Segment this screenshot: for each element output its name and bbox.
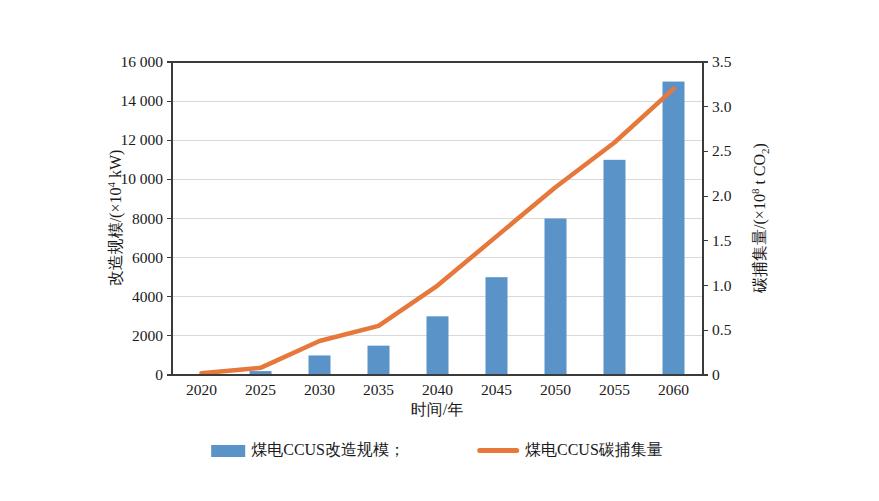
right-tick-label: 2.5 <box>712 142 732 159</box>
right-tick-label: 0 <box>712 366 720 383</box>
left-tick-label: 14 000 <box>120 92 163 109</box>
right-axis-title-unit: t CO <box>751 154 768 189</box>
left-axis-title-text: 改造规模/(×10 <box>107 188 124 287</box>
right-tick-label: 2.0 <box>712 187 732 204</box>
bar-2040 <box>427 316 449 375</box>
bar-2045 <box>486 277 508 375</box>
right-axis-title-close: ) <box>751 143 768 148</box>
x-tick-label: 2045 <box>481 381 512 398</box>
bar-2030 <box>309 355 331 375</box>
x-axis-title: 时间/年 <box>411 400 463 421</box>
x-tick-label: 2060 <box>658 381 689 398</box>
left-axis-title: 改造规模/(×104 kW) <box>105 150 127 287</box>
x-tick-label: 2055 <box>599 381 630 398</box>
bar-2060 <box>663 82 685 375</box>
x-tick-label: 2050 <box>540 381 571 398</box>
right-axis-title-sup: 8 <box>749 189 761 195</box>
right-tick-label: 1.0 <box>712 277 732 294</box>
legend-item-carbon-capture: 煤电CCUS碳捕集量 <box>477 440 663 461</box>
right-tick-label: 3.0 <box>712 98 732 115</box>
x-tick-label: 2040 <box>422 381 453 398</box>
right-axis-title-text: 碳捕集量/(×10 <box>751 194 768 293</box>
right-tick-label: 1.5 <box>712 232 732 249</box>
x-tick-label: 2025 <box>245 381 276 398</box>
left-tick-label: 12 000 <box>120 131 163 148</box>
legend-item-retrofit-scale: 煤电CCUS改造规模； <box>211 440 405 461</box>
legend-label-carbon-capture: 煤电CCUS碳捕集量 <box>525 440 663 461</box>
right-axis-title: 碳捕集量/(×108 t CO2) <box>749 143 772 293</box>
x-tick-label: 2020 <box>186 381 217 398</box>
right-axis-title-sub: 2 <box>759 148 771 154</box>
left-axis-title-unit: kW) <box>107 150 124 182</box>
left-tick-label: 8000 <box>132 210 163 227</box>
left-tick-label: 4000 <box>132 288 163 305</box>
x-tick-label: 2030 <box>304 381 335 398</box>
right-tick-label: 3.5 <box>712 53 732 70</box>
left-tick-label: 0 <box>155 366 163 383</box>
bar-2050 <box>545 219 567 376</box>
left-axis-title-sup: 4 <box>105 182 117 188</box>
bar-series-swatch <box>211 445 245 457</box>
right-tick-label: 0.5 <box>712 321 732 338</box>
bar-2035 <box>368 346 390 375</box>
ccus-dual-axis-chart: 0200040006000800010 00012 00014 00016 00… <box>0 0 879 501</box>
line-series-swatch <box>477 448 519 453</box>
legend-label-retrofit-scale: 煤电CCUS改造规模； <box>251 440 405 461</box>
left-tick-label: 2000 <box>132 327 163 344</box>
left-tick-label: 6000 <box>132 249 163 266</box>
x-tick-label: 2035 <box>363 381 394 398</box>
left-tick-label: 16 000 <box>120 53 163 70</box>
chart-plot-area: 0200040006000800010 00012 00014 00016 00… <box>0 0 879 501</box>
bar-2055 <box>604 160 626 375</box>
legend: 煤电CCUS改造规模； 煤电CCUS碳捕集量 <box>211 440 663 461</box>
bar-series <box>250 82 685 375</box>
